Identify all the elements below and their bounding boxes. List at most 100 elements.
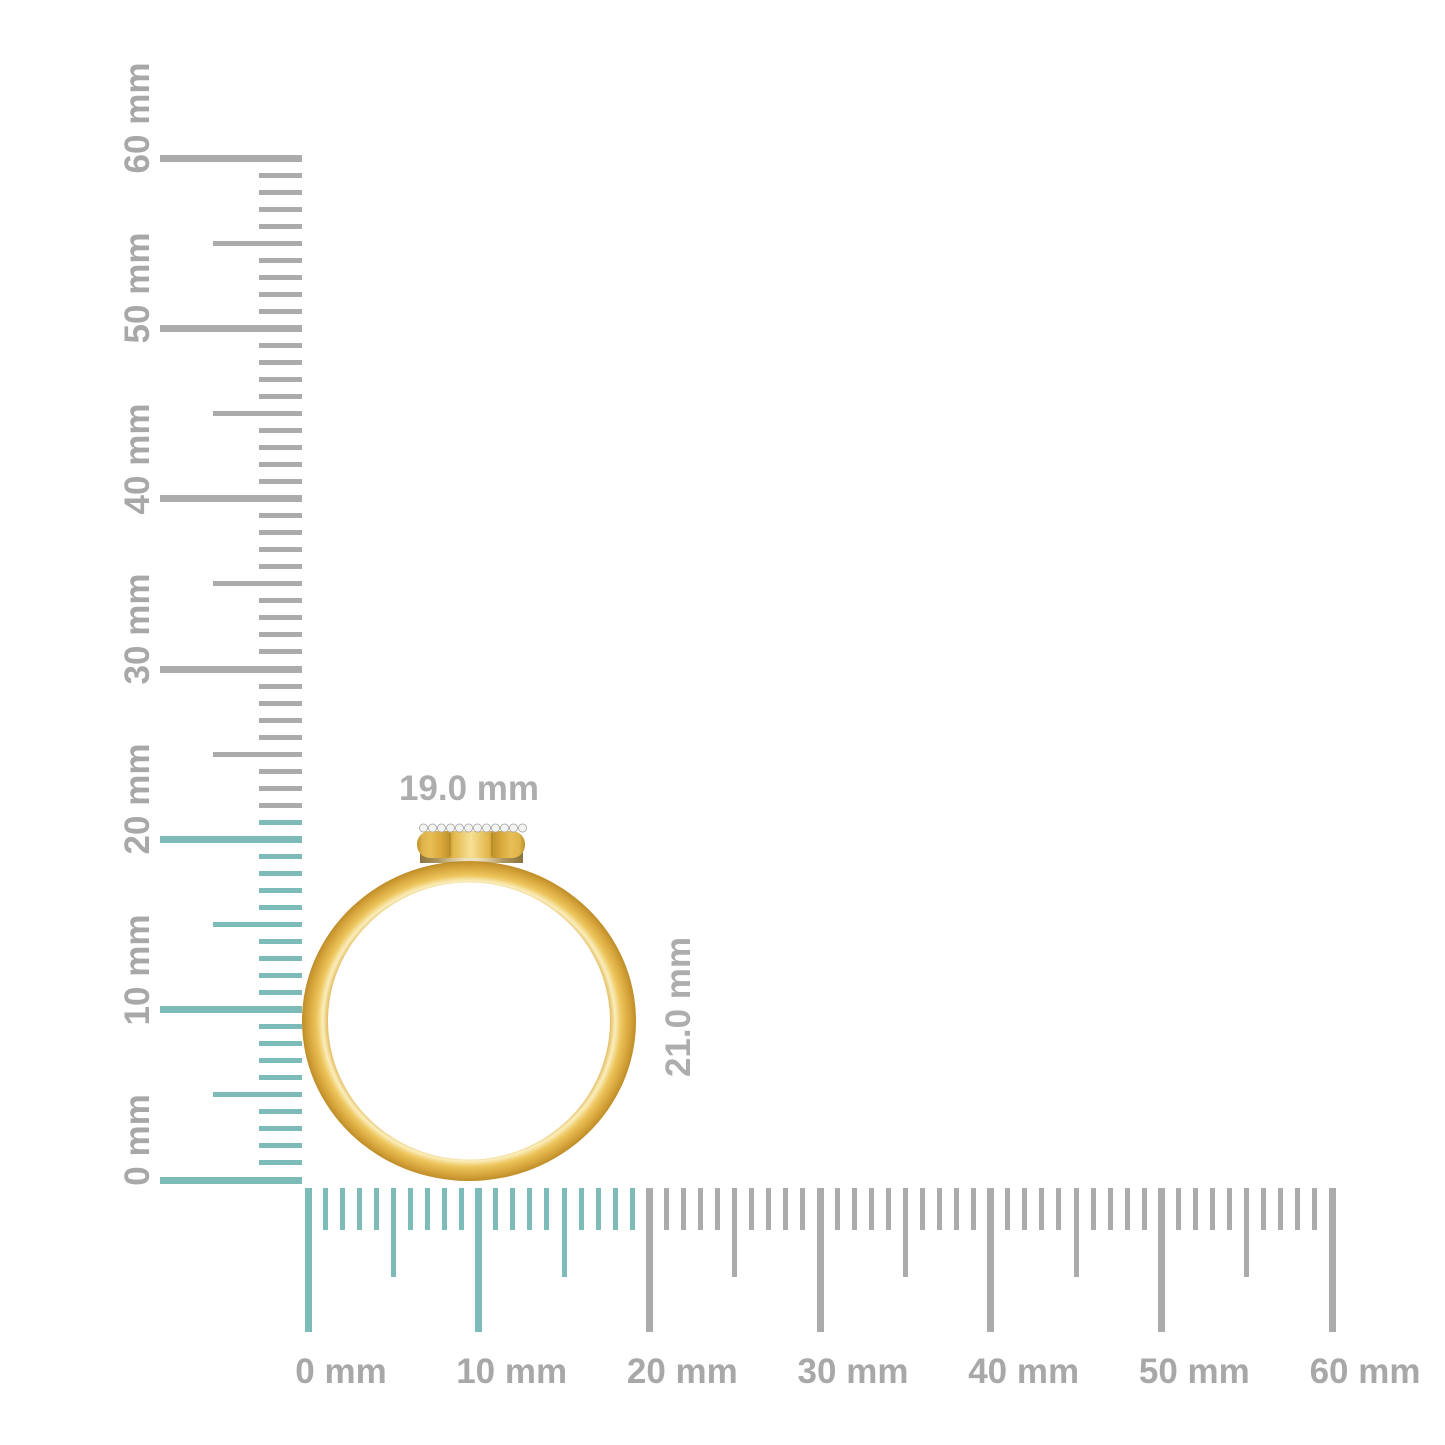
ruler-tick-minor <box>1175 1188 1181 1230</box>
ruler-tick-minor <box>259 939 302 945</box>
ruler-tick-minor <box>493 1188 499 1230</box>
ruler-tick-minor <box>1295 1188 1301 1230</box>
ruler-tick-minor <box>259 700 302 706</box>
ruler-tick-minor <box>259 223 302 229</box>
ruler-tick-minor <box>612 1188 618 1230</box>
ruler-tick-minor <box>259 819 302 825</box>
ruler-tick-minor <box>259 853 302 859</box>
diamond-icon <box>517 823 528 833</box>
diamond-icon <box>499 823 510 833</box>
ruler-tick-minor <box>936 1188 942 1230</box>
diamond-icon <box>436 823 447 833</box>
ruler-tick-minor <box>1090 1188 1096 1230</box>
ruler-tick-minor <box>259 1160 302 1166</box>
ruler-tick-minor <box>259 342 302 348</box>
ruler-tick-minor <box>1312 1188 1318 1230</box>
ruler-tick-major <box>160 665 302 673</box>
ruler-tick-minor <box>424 1188 430 1230</box>
ruler-tick-minor <box>259 802 302 808</box>
ruler-tick-minor <box>1192 1188 1198 1230</box>
ruler-tick-minor <box>259 479 302 485</box>
ruler-tick-minor <box>1056 1188 1062 1230</box>
ring-band <box>302 861 636 1181</box>
ruler-tick-major <box>645 1188 653 1332</box>
ruler-tick-minor <box>259 973 302 979</box>
ruler-tick-medium <box>390 1188 396 1277</box>
ruler-tick-minor <box>259 649 302 655</box>
ruler-tick-minor <box>527 1188 533 1230</box>
ruler-tick-major <box>1157 1188 1165 1332</box>
width-dimension-label: 19.0 mm <box>398 769 540 808</box>
ruler-tick-minor <box>259 547 302 553</box>
ruler-tick-minor <box>259 308 302 314</box>
ruler-tick-minor <box>1039 1188 1045 1230</box>
ruler-tick-minor <box>578 1188 584 1230</box>
ruler-tick-minor <box>259 632 302 638</box>
diamond-icon <box>445 823 456 833</box>
ruler-tick-minor <box>595 1188 601 1230</box>
ruler-tick-minor <box>259 445 302 451</box>
ruler-tick-minor <box>259 615 302 621</box>
ruler-tick-medium <box>732 1188 738 1277</box>
ruler-tick-minor <box>1210 1188 1216 1230</box>
ruler-major-label: 60 mm <box>118 62 157 174</box>
ruler-tick-minor <box>1141 1188 1147 1230</box>
diamond-icon <box>454 823 465 833</box>
ruler-tick-minor <box>259 564 302 570</box>
ruler-tick-medium <box>561 1188 567 1277</box>
ruler-tick-minor <box>259 1024 302 1030</box>
ruler-tick-minor <box>259 1041 302 1047</box>
ruler-tick-minor <box>1261 1188 1267 1230</box>
ruler-tick-major <box>816 1188 824 1332</box>
ruler-tick-minor <box>868 1188 874 1230</box>
ruler-tick-minor <box>259 1143 302 1149</box>
ruler-major-label: 40 mm <box>118 403 157 515</box>
ruler-tick-minor <box>629 1188 635 1230</box>
ruler-tick-minor <box>259 887 302 893</box>
ruler-tick-minor <box>510 1188 516 1230</box>
ruler-tick-minor <box>259 1058 302 1064</box>
ruler-tick-minor <box>680 1188 686 1230</box>
ruler-tick-minor <box>259 172 302 178</box>
ruler-tick-minor <box>259 513 302 519</box>
ruler-major-label: 20 mm <box>118 743 157 855</box>
ruler-tick-minor <box>259 428 302 434</box>
ruler-tick-medium <box>213 411 302 416</box>
ruler-tick-minor <box>259 1126 302 1132</box>
bezel-divider-left <box>449 833 451 856</box>
ruler-tick-minor <box>259 189 302 195</box>
diamond-icon <box>490 823 501 833</box>
ruler-tick-minor <box>834 1188 840 1230</box>
ruler-tick-minor <box>407 1188 413 1230</box>
ruler-tick-medium <box>213 1092 302 1098</box>
ruler-tick-major <box>160 1176 302 1184</box>
diamond-icon <box>463 823 474 833</box>
ruler-tick-minor <box>766 1188 772 1230</box>
ruler-tick-major <box>987 1188 995 1332</box>
ruler-major-label: 0 mm <box>295 1352 387 1391</box>
ruler-major-label: 40 mm <box>968 1352 1080 1391</box>
ring-head-bezel <box>417 831 525 858</box>
ruler-tick-minor <box>373 1188 379 1230</box>
ruler-tick-medium <box>213 751 302 757</box>
ruler-tick-minor <box>259 734 302 740</box>
ruler-tick-major <box>160 835 302 843</box>
ruler-tick-minor <box>715 1188 721 1230</box>
ruler-major-label: 30 mm <box>797 1352 909 1391</box>
ruler-tick-minor <box>259 768 302 774</box>
diamond-icon <box>427 823 438 833</box>
ruler-tick-minor <box>259 257 302 263</box>
ruler-tick-medium <box>902 1188 908 1277</box>
ruler-tick-minor <box>544 1188 550 1230</box>
diamond-icon <box>418 823 429 833</box>
ruler-tick-minor <box>749 1188 755 1230</box>
ruler-tick-minor <box>259 904 302 910</box>
ruler-tick-major <box>160 324 302 332</box>
ruler-tick-medium <box>1244 1188 1250 1277</box>
diamond-icon <box>508 823 519 833</box>
ruler-tick-minor <box>259 990 302 996</box>
ruler-tick-minor <box>1124 1188 1130 1230</box>
diamond-icon <box>481 823 492 833</box>
ruler-tick-minor <box>259 956 302 962</box>
